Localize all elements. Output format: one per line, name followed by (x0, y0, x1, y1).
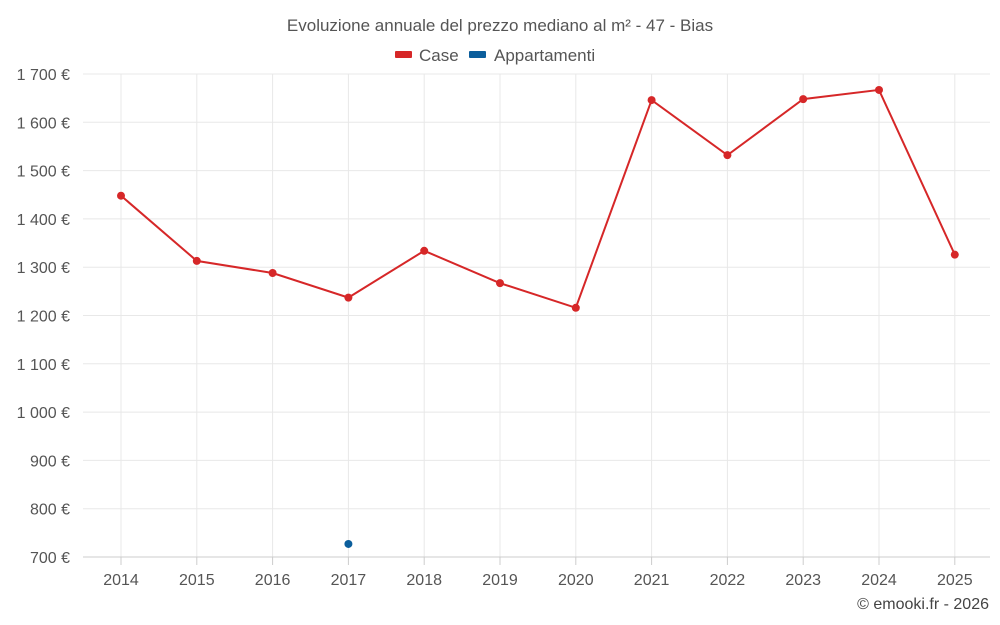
data-point-case-2023[interactable] (799, 95, 808, 104)
data-point-appartamenti-2017[interactable] (344, 539, 353, 548)
y-tick-label: 1 700 € (17, 67, 70, 84)
x-tick-label: 2024 (861, 572, 897, 589)
series-case (117, 85, 959, 312)
y-tick-label: 900 € (30, 453, 70, 470)
data-point-case-2016[interactable] (268, 268, 277, 277)
legend-label-appartamenti: Appartamenti (494, 46, 595, 65)
y-tick-label: 1 500 € (17, 164, 70, 181)
x-tick-label: 2025 (937, 572, 973, 589)
legend-swatch-appartamenti (469, 51, 486, 58)
legend: Case Appartamenti (395, 46, 595, 65)
data-point-case-2024[interactable] (875, 85, 883, 94)
series-line-case (120, 88, 956, 310)
data-point-case-2014[interactable] (117, 191, 125, 200)
chart-title: Evoluzione annuale del prezzo mediano al… (287, 16, 713, 35)
legend-label-case: Case (419, 46, 459, 65)
data-point-case-2021[interactable] (647, 96, 656, 105)
data-point-case-2015[interactable] (192, 256, 201, 265)
y-tick-label: 1 300 € (17, 260, 70, 277)
y-tick-label: 1 600 € (17, 115, 70, 132)
x-tick-label: 2018 (406, 572, 442, 589)
y-tick-label: 1 000 € (17, 405, 70, 422)
x-tick-label: 2021 (634, 572, 670, 589)
data-point-case-2025[interactable] (950, 250, 959, 259)
legend-item-case[interactable]: Case (395, 46, 459, 65)
series-appartamenti (344, 539, 353, 548)
x-tick-label: 2022 (710, 572, 746, 589)
x-tick-label: 2015 (179, 572, 215, 589)
credit-text: © emooki.fr - 2026 (857, 596, 989, 613)
y-tick-label: 700 € (30, 550, 70, 567)
x-tick-label: 2019 (482, 572, 518, 589)
x-tick-label: 2016 (255, 572, 291, 589)
y-tick-label: 1 200 € (17, 309, 70, 326)
y-tick-label: 800 € (30, 502, 70, 519)
x-tick-label: 2023 (785, 572, 821, 589)
axes: 700 € 800 € 900 € 1 000 € 1 100 € 1 200 € 1 30… (17, 67, 990, 589)
series (117, 85, 959, 548)
data-point-case-2020[interactable] (571, 303, 580, 312)
y-tick-label: 1 400 € (17, 212, 70, 229)
legend-swatch-case (395, 51, 412, 58)
data-point-case-2022[interactable] (723, 151, 732, 160)
x-tick-label: 2014 (103, 572, 139, 589)
x-tick-label: 2020 (558, 572, 594, 589)
data-point-case-2017[interactable] (344, 293, 353, 302)
data-point-case-2019[interactable] (496, 279, 504, 288)
legend-item-appartamenti[interactable]: Appartamenti (469, 46, 595, 65)
grid (83, 73, 990, 557)
data-point-case-2018[interactable] (420, 246, 429, 255)
x-tick-label: 2017 (331, 572, 367, 589)
y-tick-label: 1 100 € (17, 357, 70, 374)
